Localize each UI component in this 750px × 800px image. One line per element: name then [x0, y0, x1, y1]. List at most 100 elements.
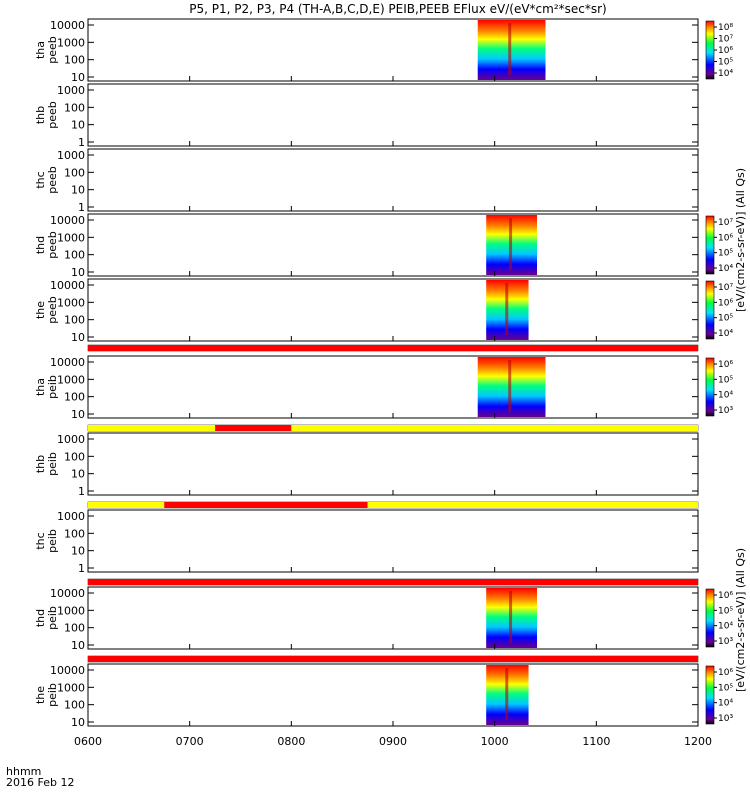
quality-segment-0-0: [88, 345, 698, 351]
panel-frame-the-peeb: [87, 278, 699, 342]
panel-label-thc-peib-0: thc: [34, 532, 47, 549]
colorbar-label-thd-peib-0: 10⁶: [718, 591, 733, 601]
ytick-label-the-peeb-2: 1000: [57, 296, 85, 309]
x-axis: 0600 0700 0800 0900 1000 1100 1200: [74, 735, 712, 748]
panel-label-the-peib-0: the: [34, 686, 47, 704]
colorbar-label-the-peib-0: 10⁶: [718, 668, 733, 678]
ytick-label-tha-peeb-2: 1000: [57, 36, 85, 49]
colorbar-label-tha-peeb-4: 10⁴: [718, 69, 733, 79]
quality-segment-1-0: [88, 425, 216, 431]
footer-date: 2016 Feb 12: [6, 776, 74, 789]
colorbar-label-thd-peib-1: 10⁵: [718, 606, 733, 616]
colorbar-label-the-peib-2: 10⁴: [718, 699, 733, 709]
colorbar-label-the-peeb-3: 10⁴: [718, 329, 733, 339]
ytick-label-thd-peeb-1: 100: [64, 249, 85, 262]
x-tick-label-1: 0700: [176, 735, 204, 748]
ytick-label-thc-peeb-0: 1: [78, 201, 85, 214]
spectrogram-core-thd-peib: [509, 591, 513, 643]
colorbar-units-lower: [eV/(cm2-s-sr-eV)] (All Qs): [734, 548, 747, 692]
spectrogram-block-tha-peib: [477, 357, 546, 417]
panel-label-thc-peeb-0: thc: [34, 171, 47, 188]
ytick-label-thb-peeb-3: 1000: [57, 84, 85, 97]
ytick-label-the-peib-1: 100: [64, 699, 85, 712]
colorbar-label-tha-peeb-1: 10⁷: [718, 35, 733, 45]
colorbar-label-the-peeb-2: 10⁵: [718, 314, 733, 324]
ytick-label-thd-peeb-0: 10: [71, 266, 85, 279]
panel-frame-thd-peeb: [87, 213, 699, 277]
colorbar-units-upper: [eV/(cm2-s-sr-eV)] (All Qs): [734, 168, 747, 312]
panel-frame-thb-peeb: [87, 83, 699, 147]
panel-label-the-peeb-0: the: [34, 301, 47, 319]
colorbar-label-thd-peeb-0: 10⁷: [718, 218, 733, 228]
ytick-label-tha-peib-1: 100: [64, 391, 85, 404]
ytick-label-the-peib-2: 1000: [57, 681, 85, 694]
quality-bar-1: [87, 424, 699, 432]
figure-title: P5, P1, P2, P3, P4 (TH-A,B,C,D,E) PEIB,P…: [189, 2, 606, 16]
panel-label-tha-peib-1: peib: [46, 375, 59, 399]
quality-segment-2-2: [367, 502, 698, 508]
spectrogram-block-tha-peeb: [477, 20, 546, 80]
ytick-label-thb-peib-2: 100: [64, 450, 85, 463]
ytick-label-thb-peib-1: 10: [71, 468, 85, 481]
colorbar-label-tha-peeb-2: 10⁶: [718, 46, 733, 56]
panel-frame-thb-peib: [87, 432, 699, 496]
panel-thb-peib: 1 10 100 1000 thb peib: [34, 432, 699, 498]
quality-segment-3-0: [88, 579, 698, 585]
quality-bars-layer: [87, 344, 699, 663]
ytick-label-the-peib-3: 10000: [50, 664, 85, 677]
panel-label-thb-peeb-1: peeb: [46, 101, 59, 129]
panel-frame-tha-peeb: [87, 18, 699, 82]
ytick-label-thc-peib-0: 1: [78, 562, 85, 575]
x-tick-label-6: 1200: [684, 735, 712, 748]
ytick-label-the-peib-0: 10: [71, 716, 85, 729]
panel-label-thc-peeb-1: peeb: [46, 166, 59, 194]
ytick-label-tha-peeb-0: 10: [71, 71, 85, 84]
ytick-label-thc-peeb-1: 10: [71, 184, 85, 197]
footer-hhmm: hhmm: [6, 765, 41, 778]
colorbar-label-the-peib-1: 10⁵: [718, 683, 733, 693]
panel-label-thd-peeb-0: thd: [34, 236, 47, 254]
panel-label-tha-peeb-1: peeb: [46, 36, 59, 64]
colorbar-label-tha-peib-3: 10³: [718, 406, 733, 416]
panel-frame-thd-peib: [87, 586, 699, 650]
colorbar-thd-peeb: [705, 215, 715, 275]
ytick-label-thd-peib-2: 1000: [57, 604, 85, 617]
quality-bar-4: [87, 655, 699, 663]
spectrogram-core-thd-peeb: [509, 218, 513, 270]
ytick-label-thd-peib-3: 10000: [50, 587, 85, 600]
panel-label-thd-peib-0: thd: [34, 609, 47, 627]
colorbar-tha-peib: [705, 357, 715, 417]
x-tick-label-0: 0600: [74, 735, 102, 748]
ytick-label-the-peeb-0: 10: [71, 331, 85, 344]
quality-segment-2-1: [164, 502, 368, 508]
ytick-label-thc-peib-2: 100: [64, 527, 85, 540]
colorbar-label-thd-peib-3: 10³: [718, 637, 733, 647]
colorbar-tha-peeb: [705, 20, 715, 80]
spectrogram-core-tha-peib: [508, 360, 512, 412]
ytick-label-the-peeb-3: 10000: [50, 279, 85, 292]
ytick-label-thb-peib-0: 1: [78, 485, 85, 498]
panel-thb-peeb: 1 10 100 1000 thb peeb: [34, 83, 699, 149]
colorbar-label-the-peeb-1: 10⁶: [718, 298, 733, 308]
panel-label-tha-peib-0: tha: [34, 378, 47, 396]
quality-bar-3: [87, 578, 699, 586]
quality-segment-1-1: [215, 425, 292, 431]
colorbar-label-tha-peeb-0: 10⁸: [718, 23, 733, 33]
x-tick-label-3: 0900: [379, 735, 407, 748]
panel-label-thb-peib-1: peib: [46, 452, 59, 476]
ytick-label-thc-peib-1: 10: [71, 545, 85, 558]
panel-label-the-peeb-1: peeb: [46, 296, 59, 324]
ytick-label-tha-peeb-3: 10000: [50, 19, 85, 32]
colorbar-label-tha-peib-0: 10⁶: [718, 360, 733, 370]
panel-thc-peib: 1 10 100 1000 thc peib: [34, 509, 699, 575]
ytick-label-thb-peeb-1: 10: [71, 119, 85, 132]
ytick-label-tha-peib-0: 10: [71, 408, 85, 421]
colorbar-label-thd-peeb-3: 10⁴: [718, 264, 733, 274]
ytick-label-the-peeb-1: 100: [64, 314, 85, 327]
